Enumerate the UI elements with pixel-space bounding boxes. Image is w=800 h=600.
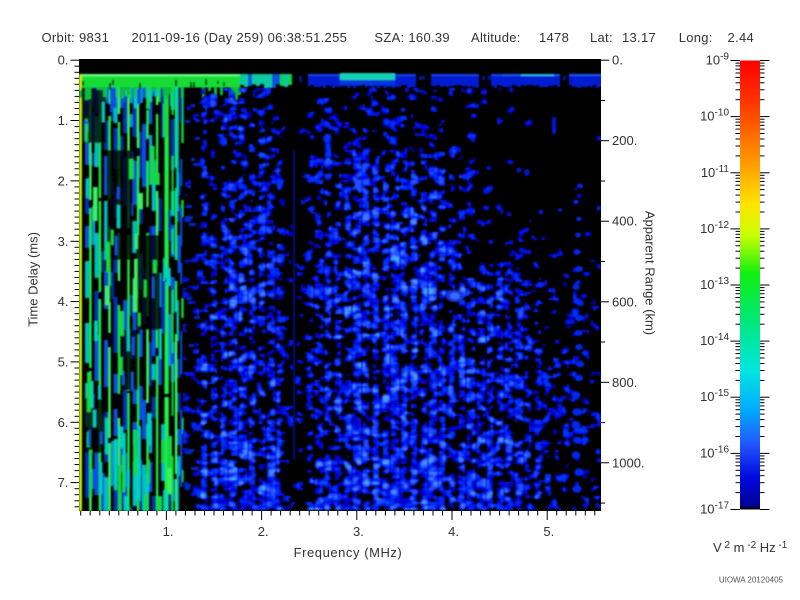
svg-text:Altitude:: Altitude: (471, 30, 521, 45)
svg-text:5.: 5. (543, 524, 554, 539)
svg-text:2.: 2. (58, 173, 69, 188)
svg-text:400.: 400. (612, 214, 637, 229)
svg-text:Frequency (MHz): Frequency (MHz) (294, 545, 403, 560)
svg-text:3.: 3. (58, 234, 69, 249)
svg-text:4.: 4. (448, 524, 459, 539)
svg-text:1.: 1. (58, 113, 69, 128)
svg-text:SZA: 160.39: SZA: 160.39 (374, 30, 450, 45)
svg-text:Orbit: 9831: Orbit: 9831 (42, 30, 110, 45)
svg-text:6.: 6. (58, 415, 69, 430)
svg-text:0.: 0. (58, 53, 69, 68)
svg-text:600.: 600. (612, 294, 637, 309)
svg-text:Lat:: Lat: (590, 30, 613, 45)
svg-text:5.: 5. (58, 354, 69, 369)
svg-text:4.: 4. (58, 294, 69, 309)
svg-text:Time Delay (ms): Time Delay (ms) (26, 232, 41, 327)
svg-text:UIOWA 20120405: UIOWA 20120405 (719, 576, 784, 585)
svg-text:200.: 200. (612, 133, 637, 148)
svg-text:V 2 m -2 Hz -1: V 2 m -2 Hz -1 (713, 540, 788, 555)
svg-text:2.: 2. (258, 524, 269, 539)
svg-text:Apparent Range (km): Apparent Range (km) (643, 211, 658, 335)
svg-text:800.: 800. (612, 375, 637, 390)
svg-text:Long:: Long: (679, 30, 713, 45)
svg-text:1.: 1. (163, 524, 174, 539)
svg-text:1000.: 1000. (612, 455, 645, 470)
svg-text:2.44: 2.44 (728, 30, 755, 45)
svg-text:7.: 7. (58, 475, 69, 490)
svg-text:0.: 0. (612, 53, 623, 68)
svg-text:13.17: 13.17 (622, 30, 656, 45)
svg-text:3.: 3. (353, 524, 364, 539)
svg-text:2011-09-16 (Day 259) 06:38:51.: 2011-09-16 (Day 259) 06:38:51.255 (132, 30, 348, 45)
svg-text:1478: 1478 (539, 30, 569, 45)
